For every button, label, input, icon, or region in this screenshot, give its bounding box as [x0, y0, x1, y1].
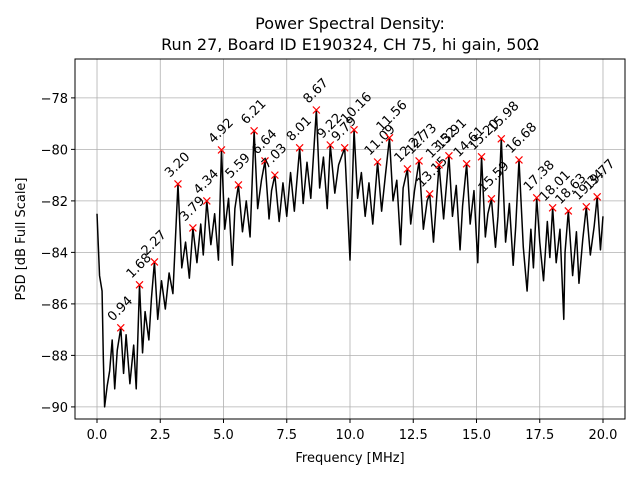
- x-tick-label: 15.0: [462, 428, 491, 443]
- x-tick-label: 7.5: [276, 428, 297, 443]
- x-tick-label: 20.0: [589, 428, 618, 443]
- series-line: [96, 109, 604, 408]
- peak-marker: [340, 143, 349, 152]
- peak-marker: [150, 257, 159, 266]
- peak-marker: [202, 196, 211, 205]
- peak-marker: [582, 202, 591, 211]
- plot-frame: [74, 58, 626, 420]
- peak-marker: [234, 180, 243, 189]
- x-tick-label: 17.5: [525, 428, 554, 443]
- peak-marker: [270, 171, 279, 180]
- x-tick-label: 2.5: [150, 428, 171, 443]
- peak-marker: [415, 157, 423, 165]
- x-tick-label: 10.0: [336, 428, 365, 443]
- peak-marker: [350, 125, 358, 134]
- peak-marker: [497, 134, 506, 143]
- peak-marker: [217, 145, 226, 154]
- peak-marker: [174, 179, 182, 188]
- peak-marker: [515, 156, 523, 164]
- peak-marker: [548, 203, 557, 212]
- peak-marker: [425, 190, 434, 198]
- peak-marker: [444, 151, 453, 160]
- peak-marker: [116, 323, 125, 332]
- y-tick-label: −90: [41, 401, 68, 416]
- peak-marker: [385, 133, 394, 142]
- y-tick-label: −82: [41, 195, 68, 210]
- peak-marker: [135, 280, 144, 289]
- x-tick-label: 12.5: [399, 428, 428, 443]
- y-axis-label: PSD [dB Full Scale]: [14, 177, 29, 300]
- x-axis-label: Frequency [MHz]: [295, 451, 404, 466]
- x-tick-label: 5.0: [213, 428, 234, 443]
- peak-marker: [477, 152, 486, 161]
- y-tick-label: −86: [41, 298, 68, 313]
- y-tick-label: −78: [41, 92, 68, 107]
- x-tick-label: 0.0: [87, 428, 108, 443]
- peak-marker: [261, 157, 269, 165]
- chart-subtitle: Run 27, Board ID E190324, CH 75, hi gain…: [161, 35, 539, 54]
- peak-marker: [435, 160, 443, 169]
- chart-title: Power Spectral Density:: [255, 14, 445, 33]
- peak-marker: [312, 106, 321, 114]
- peak-marker: [373, 158, 382, 166]
- peak-marker: [295, 143, 304, 152]
- peak-marker: [564, 207, 573, 215]
- y-tick-label: −80: [41, 143, 68, 158]
- peak-marker: [250, 126, 259, 135]
- y-tick-label: −84: [41, 246, 68, 261]
- peak-marker: [188, 224, 197, 232]
- y-tick-label: −88: [41, 349, 68, 364]
- peak-marker: [462, 159, 471, 168]
- peak-marker: [487, 194, 496, 203]
- peak-marker: [593, 192, 602, 201]
- peak-marker: [532, 193, 541, 202]
- peak-marker: [326, 141, 335, 149]
- peak-marker: [403, 165, 412, 173]
